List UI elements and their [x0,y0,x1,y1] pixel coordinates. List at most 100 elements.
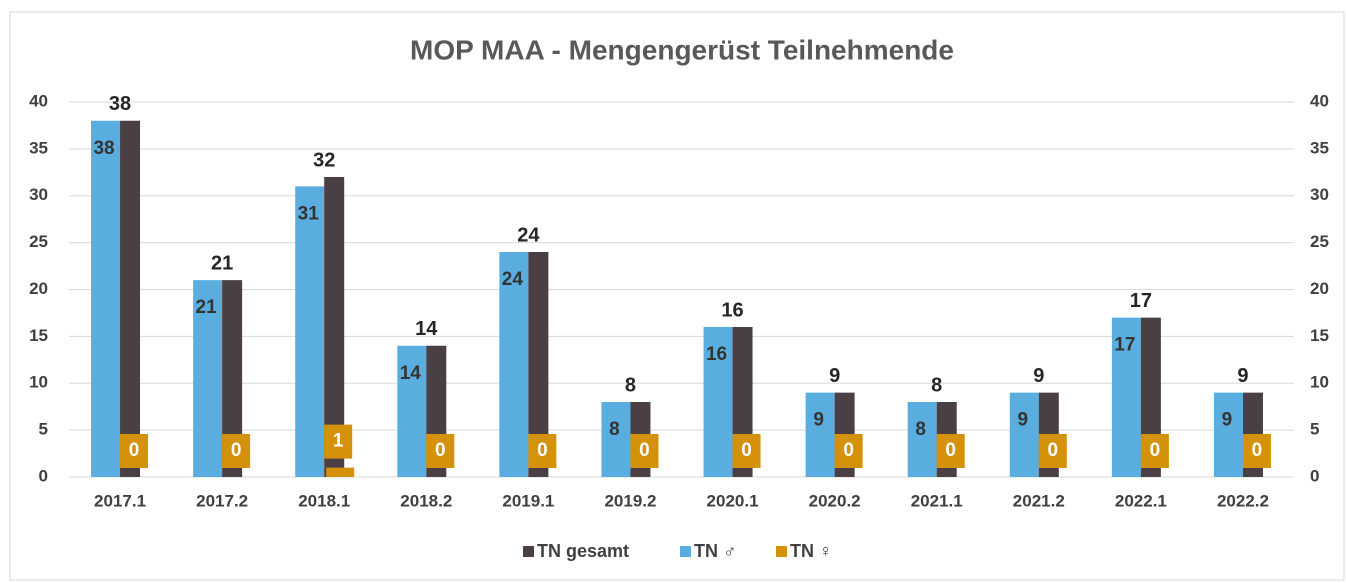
data-label-box [732,434,761,468]
data-label: 21 [196,297,218,318]
data-label: 17 [1130,290,1152,312]
y-tick-label: 20 [29,279,48,298]
data-label: 16 [706,344,727,365]
data-label: 9 [1222,410,1233,431]
y-tick-label: 30 [29,185,48,204]
bar [703,327,733,477]
bar [326,467,355,477]
x-tick-label: 2018.2 [400,491,452,510]
legend-swatch [523,546,534,557]
y2-tick-label: 30 [1310,185,1329,204]
data-label: 9 [1237,365,1248,387]
data-label: 1 [333,431,344,452]
bar [193,280,223,477]
bar [907,402,937,477]
legend-swatch [680,546,691,557]
data-label: 8 [609,419,620,440]
data-label-box [528,434,557,468]
data-label-box [834,434,863,468]
data-label-box [1140,434,1169,468]
data-label: 38 [109,93,131,115]
data-label: 14 [400,363,422,384]
bar [499,252,529,477]
data-label: 24 [517,224,540,246]
legend-label: TN ♀ [790,541,833,561]
x-tick-label: 2017.1 [94,491,146,510]
data-label: 32 [313,149,335,171]
x-tick-label: 2022.2 [1217,491,1269,510]
data-label: 0 [231,440,242,461]
bar [120,120,141,477]
y2-tick-label: 0 [1310,466,1319,485]
data-label-box [324,424,353,459]
y-tick-label: 10 [29,373,48,392]
data-label: 9 [1033,365,1044,387]
legend-label: TN gesamt [537,541,629,561]
data-label: 9 [829,365,840,387]
data-label: 17 [1114,335,1135,356]
y-tick-label: 0 [39,466,48,485]
data-label: 31 [298,203,320,224]
y-tick-label: 15 [29,326,48,345]
data-label-box [426,434,455,468]
data-label: 9 [1018,410,1029,431]
data-label: 0 [741,440,752,461]
x-tick-label: 2021.2 [1013,491,1065,510]
data-label: 16 [721,299,743,321]
x-tick-label: 2022.1 [1115,491,1167,510]
data-label: 8 [915,419,926,440]
bar [1111,317,1141,477]
legend-label: TN ♂ [694,541,737,561]
data-label: 0 [1048,440,1059,461]
bar [805,392,835,477]
data-label: 0 [435,440,446,461]
bar [528,252,549,477]
bar [324,177,345,477]
y2-tick-label: 20 [1310,279,1329,298]
x-tick-label: 2020.1 [707,491,759,510]
y2-tick-label: 15 [1310,326,1329,345]
chart-title: MOP MAA - Mengengerüst Teilnehmende [410,34,954,65]
data-label: 0 [843,440,854,461]
data-label: 21 [211,252,233,274]
y-tick-label: 40 [29,91,48,110]
bar [91,120,121,477]
x-tick-label: 2019.2 [604,491,656,510]
data-label: 0 [1252,440,1263,461]
y2-tick-label: 5 [1310,420,1319,439]
y-tick-label: 5 [39,420,48,439]
data-label: 0 [639,440,650,461]
y-tick-label: 35 [29,138,48,157]
x-tick-label: 2018.1 [298,491,350,510]
bar [1213,392,1243,477]
data-label: 0 [1150,440,1161,461]
data-label: 0 [945,440,956,461]
data-label-box [936,434,965,468]
data-label: 14 [415,318,438,340]
legend-swatch [776,546,787,557]
bar [1009,392,1039,477]
x-tick-label: 2021.1 [911,491,963,510]
y2-tick-label: 40 [1310,91,1329,110]
x-tick-label: 2017.2 [196,491,248,510]
x-tick-label: 2019.1 [502,491,554,510]
x-tick-label: 2020.2 [809,491,861,510]
bar [601,402,631,477]
data-label-box [222,434,251,468]
y2-tick-label: 25 [1310,232,1329,251]
data-label: 8 [931,374,942,396]
data-label: 38 [93,138,114,159]
y2-tick-label: 10 [1310,373,1329,392]
data-label: 8 [625,374,636,396]
data-label-box [1038,434,1067,468]
y2-tick-label: 35 [1310,138,1329,157]
data-label: 9 [813,410,824,431]
data-label: 24 [502,269,524,290]
bar [222,280,243,477]
data-label: 0 [537,440,548,461]
bar [295,186,325,477]
data-label-box [120,434,149,468]
y-tick-label: 25 [29,232,48,251]
data-label-box [630,434,659,468]
